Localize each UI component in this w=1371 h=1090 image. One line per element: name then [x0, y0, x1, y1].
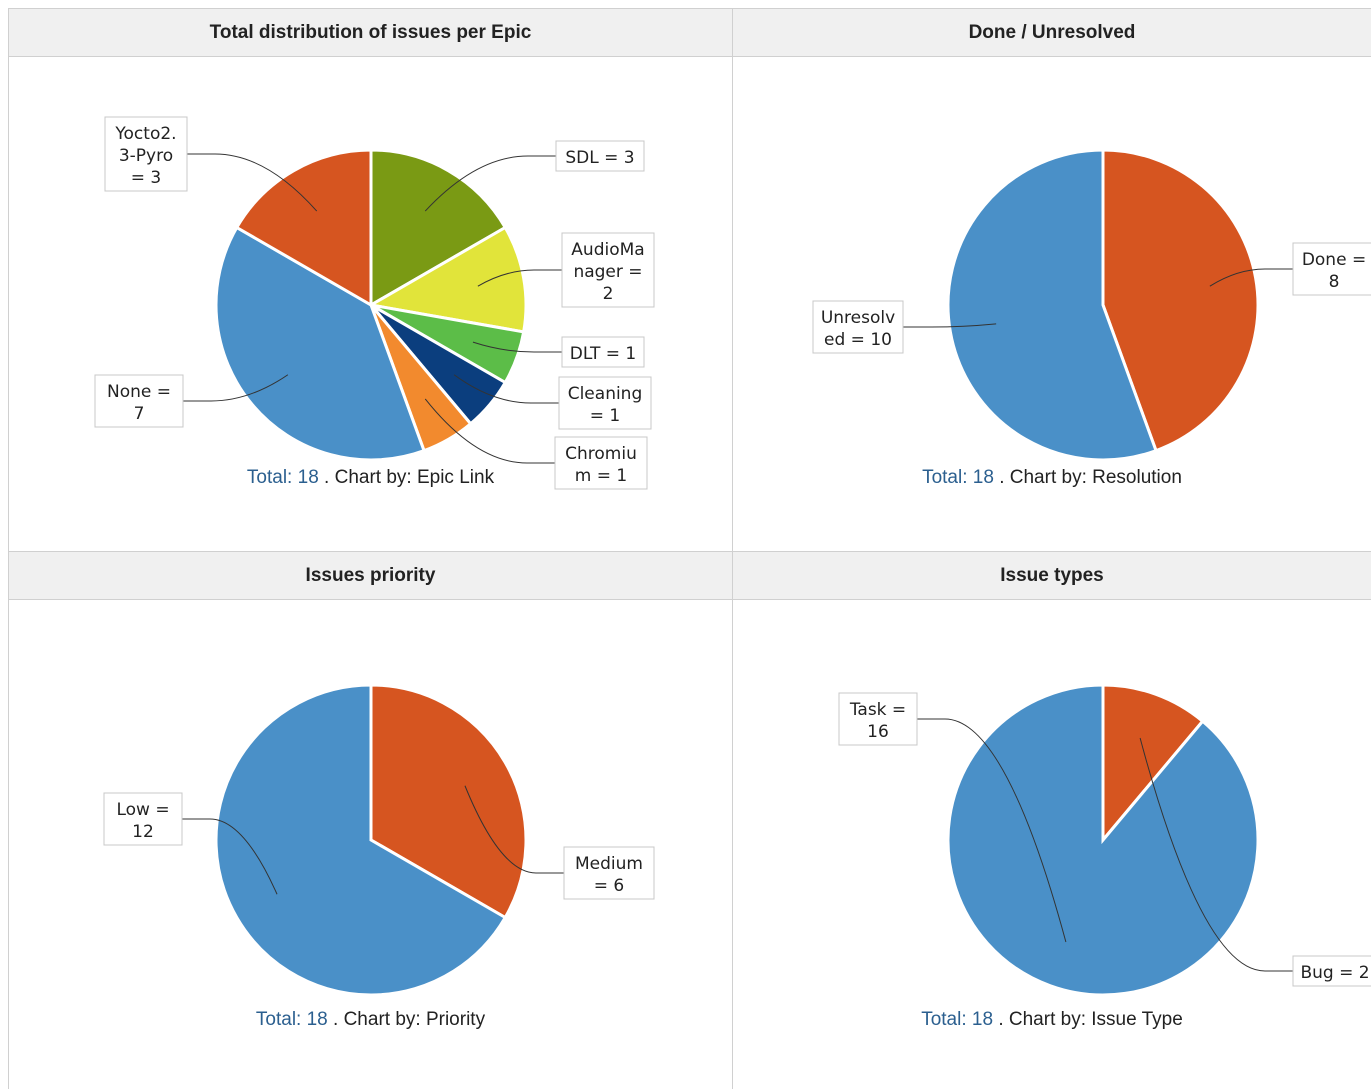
label-leader-line — [472, 341, 562, 353]
label-leader-line — [903, 323, 997, 328]
label-box — [561, 336, 645, 368]
pie-labels: Medium = 6 Low = 12 — [103, 785, 655, 900]
label-leader-line — [182, 818, 278, 895]
slice-label: Unresolv ed = 10 — [821, 308, 895, 350]
slice-label: Low = 12 — [116, 800, 169, 842]
label-box — [1292, 955, 1371, 987]
pie-slice-sdl[interactable] — [369, 148, 508, 308]
label-box — [838, 692, 918, 746]
chart-by-text: . Chart by: Priority — [333, 1009, 486, 1030]
label-leader-line — [917, 718, 1067, 943]
label-leader-line — [187, 153, 318, 212]
slice-label: Task = 16 — [849, 700, 906, 742]
pie-labels: SDL = 3 AudioMa nager = 2 DLT = 1 Cleaning = 1… — [94, 116, 655, 490]
label-box — [555, 140, 645, 172]
slice-label: SDL = 3 — [565, 148, 634, 168]
label-box — [103, 792, 183, 846]
label-box — [1292, 242, 1371, 296]
pie-labels: Done = 8 Unresolv ed = 10 — [812, 242, 1371, 354]
chart-footer: Total: 18 . Chart by: Priority — [9, 1009, 732, 1031]
chart-footer: Total: 18 . Chart by: Resolution — [733, 467, 1371, 489]
pie-slice-medium[interactable] — [369, 683, 528, 920]
pie-slice-bug[interactable] — [1101, 683, 1205, 845]
total-link[interactable]: Total: 18 — [921, 1009, 994, 1030]
label-leader-line — [477, 269, 562, 287]
pie-slice-low[interactable] — [214, 683, 508, 997]
pie-chart-issue-type: Bug = 2 Task = 16 — [838, 683, 1371, 997]
panel-title: Total distribution of issues per Epic — [9, 9, 732, 57]
pie-slice-done[interactable] — [1101, 148, 1260, 453]
slice-label: AudioMa nager = 2 — [571, 240, 644, 304]
label-box — [104, 116, 188, 192]
label-leader-line — [1139, 737, 1293, 972]
label-leader-line — [453, 374, 559, 404]
chart-by-text: . Chart by: Issue Type — [998, 1009, 1183, 1030]
panel-done-unresolved: Done / Unresolved Done = 8 Unresolv ed = 10… — [732, 8, 1371, 551]
slice-label: Medium = 6 — [575, 854, 643, 896]
pie-slice-unresolved[interactable] — [946, 148, 1158, 462]
chart-footer: Total: 18 . Chart by: Epic Link — [9, 467, 732, 489]
pie-chart-resolution: Done = 8 Unresolv ed = 10 — [812, 148, 1371, 462]
panel-epic-distribution: Total distribution of issues per Epic SD… — [8, 8, 732, 551]
pie-slice-none[interactable] — [214, 225, 426, 462]
chart-footer: Total: 18 . Chart by: Issue Type — [733, 1009, 1371, 1031]
slice-label: Cleaning = 1 — [568, 384, 643, 426]
panel-issue-types: Issue types Bug = 2 Task = 16 Total: 18 . … — [732, 551, 1371, 1089]
slice-label: Done = 8 — [1302, 250, 1366, 292]
label-box — [561, 232, 655, 308]
pie-chart-epic: SDL = 3 AudioMa nager = 2 DLT = 1 Cleaning = 1… — [94, 116, 655, 490]
total-link[interactable]: Total: 18 — [922, 467, 994, 488]
label-leader-line — [424, 155, 556, 212]
label-box — [558, 376, 652, 430]
pie-chart-priority: Medium = 6 Low = 12 — [103, 683, 655, 997]
slice-label: DLT = 1 — [570, 344, 636, 364]
chart-by-text: . Chart by: Epic Link — [324, 467, 495, 488]
panel-title: Issue types — [733, 552, 1371, 600]
label-box — [563, 846, 655, 900]
label-leader-line — [464, 785, 564, 874]
panel-title: Done / Unresolved — [733, 9, 1371, 57]
total-link[interactable]: Total: 18 — [246, 467, 319, 488]
panel-title: Issues priority — [9, 552, 732, 600]
pie-slice-yocto2-3-pyro[interactable] — [234, 148, 373, 308]
label-leader-line — [424, 398, 555, 464]
label-box — [94, 374, 184, 428]
slice-label: Yocto2. 3-Pyro = 3 — [114, 124, 176, 188]
pie-slice-task[interactable] — [946, 683, 1260, 997]
panel-issues-priority: Issues priority Medium = 6 Low = 12 Total: … — [8, 551, 732, 1089]
pie-slices — [946, 683, 1260, 997]
label-leader-line — [183, 374, 289, 402]
slice-label: Bug = 2 — [1300, 963, 1369, 983]
pie-slices — [946, 148, 1260, 462]
label-box — [554, 436, 648, 490]
total-link[interactable]: Total: 18 — [255, 1009, 328, 1030]
pie-slice-audiomanager[interactable] — [366, 225, 528, 334]
slice-label: None = 7 — [107, 382, 171, 424]
chart-by-text: . Chart by: Resolution — [999, 467, 1182, 488]
pie-slices — [214, 148, 528, 462]
dashboard-grid: Total distribution of issues per Epic SD… — [8, 8, 1371, 1089]
label-box — [812, 300, 904, 354]
slice-label: Chromiu m = 1 — [565, 444, 637, 486]
label-leader-line — [1209, 268, 1293, 287]
pie-labels: Bug = 2 Task = 16 — [838, 692, 1371, 987]
pie-slices — [214, 683, 528, 997]
